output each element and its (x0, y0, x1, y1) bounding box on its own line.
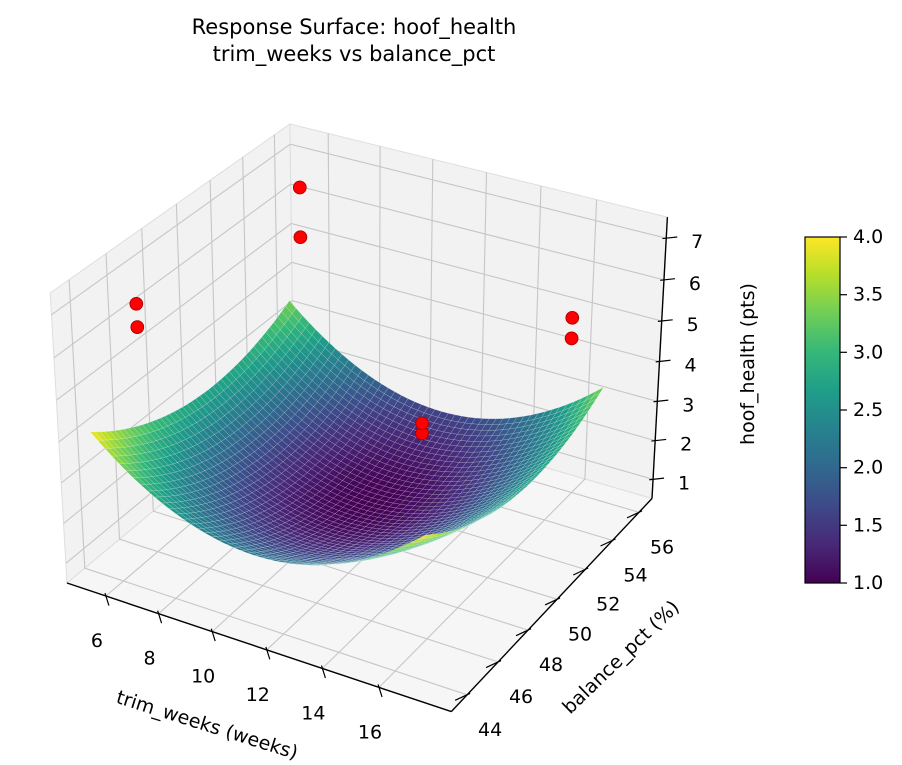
y-tick-label: 48 (539, 654, 563, 676)
z-tick-label: 6 (689, 273, 701, 295)
z-tick (655, 359, 671, 363)
z-axis-title: hoof_health (pts) (737, 283, 759, 445)
scatter-points (129, 180, 580, 441)
y-tick-label: 46 (509, 686, 533, 708)
x-tick-label: 6 (91, 630, 103, 652)
y-tick-label: 56 (650, 536, 674, 558)
grid-line-y-48 (141, 228, 529, 631)
colorbar-gradient (804, 236, 841, 584)
grid-line-z-7 (51, 143, 667, 316)
scatter-point (130, 320, 145, 334)
z-tick (651, 438, 667, 442)
colorbar: 1.0 1.5 2.0 2.5 3.0 3.5 4.0 (804, 226, 883, 594)
z-tick-label: 5 (687, 314, 699, 336)
z-axis-line (651, 217, 669, 499)
z-tick-label: 3 (682, 394, 694, 416)
z-tick (653, 399, 669, 403)
x-tick (104, 592, 110, 606)
scatter-point (565, 310, 580, 325)
figure-title-line1: Response Surface: hoof_health (192, 15, 517, 40)
y-tick-label: 44 (478, 719, 502, 741)
z-tick-label: 4 (684, 354, 696, 376)
x-tick-label: 14 (301, 702, 325, 724)
grid-line-y-44 (68, 279, 468, 696)
colorbar-tick-label: 2.5 (853, 399, 883, 421)
y-tick-label: 52 (596, 593, 620, 615)
surface-mesh (90, 300, 604, 566)
x-tick (210, 628, 216, 642)
x-tick (265, 646, 271, 660)
z-tick-label: 1 (678, 472, 690, 494)
grid-line-z-3 (60, 300, 658, 484)
y-tick (626, 510, 643, 519)
colorbar-tick-label: 2.0 (853, 457, 883, 479)
scatter-point (415, 416, 429, 431)
x-tick (377, 684, 383, 698)
grid-line-x-16 (378, 199, 598, 688)
colorbar-tick-label: 3.5 (853, 284, 883, 306)
colorbar-tick-label: 1.0 (853, 572, 883, 594)
x-tick-label: 8 (144, 648, 156, 670)
scatter-point (129, 296, 144, 311)
scatter-point (293, 230, 308, 245)
y-axis-title: balance_pct (%) (558, 596, 683, 718)
y-axis-line (450, 498, 653, 713)
x-axis-line (66, 582, 452, 713)
z-tick-label: 2 (680, 434, 692, 456)
grid-line-z-4 (58, 261, 660, 443)
z-tick (662, 236, 678, 240)
y-tick (454, 692, 471, 701)
scatter-point (292, 180, 307, 195)
colorbar-tick-label: 3.0 (853, 341, 883, 363)
x-tick (157, 610, 163, 624)
z-tick (657, 319, 673, 322)
z-tick (649, 477, 665, 481)
y-tick (544, 597, 561, 606)
y-tick (515, 628, 532, 637)
grid-line-y-46 (105, 253, 499, 663)
z-tick-label: 7 (691, 231, 703, 253)
x-tick-label: 12 (246, 684, 270, 706)
z-tick (660, 278, 676, 281)
y-tick (485, 659, 502, 669)
grid-line-z-5 (56, 222, 662, 401)
y-tick (600, 538, 616, 547)
x-tick-label: 16 (358, 721, 382, 743)
colorbar-tick-label: 4.0 (853, 226, 883, 248)
colorbar-tick-label: 1.5 (853, 514, 883, 536)
scatter-point (564, 331, 579, 346)
y-tick-label: 54 (623, 564, 647, 586)
y-tick-label: 50 (568, 623, 592, 645)
x-axis-title: trim_weeks (weeks) (114, 686, 301, 764)
figure-title-line2: trim_weeks vs balance_pct (213, 42, 496, 67)
x-tick-label: 10 (191, 666, 215, 688)
y-tick (572, 567, 589, 576)
x-tick (320, 665, 326, 679)
